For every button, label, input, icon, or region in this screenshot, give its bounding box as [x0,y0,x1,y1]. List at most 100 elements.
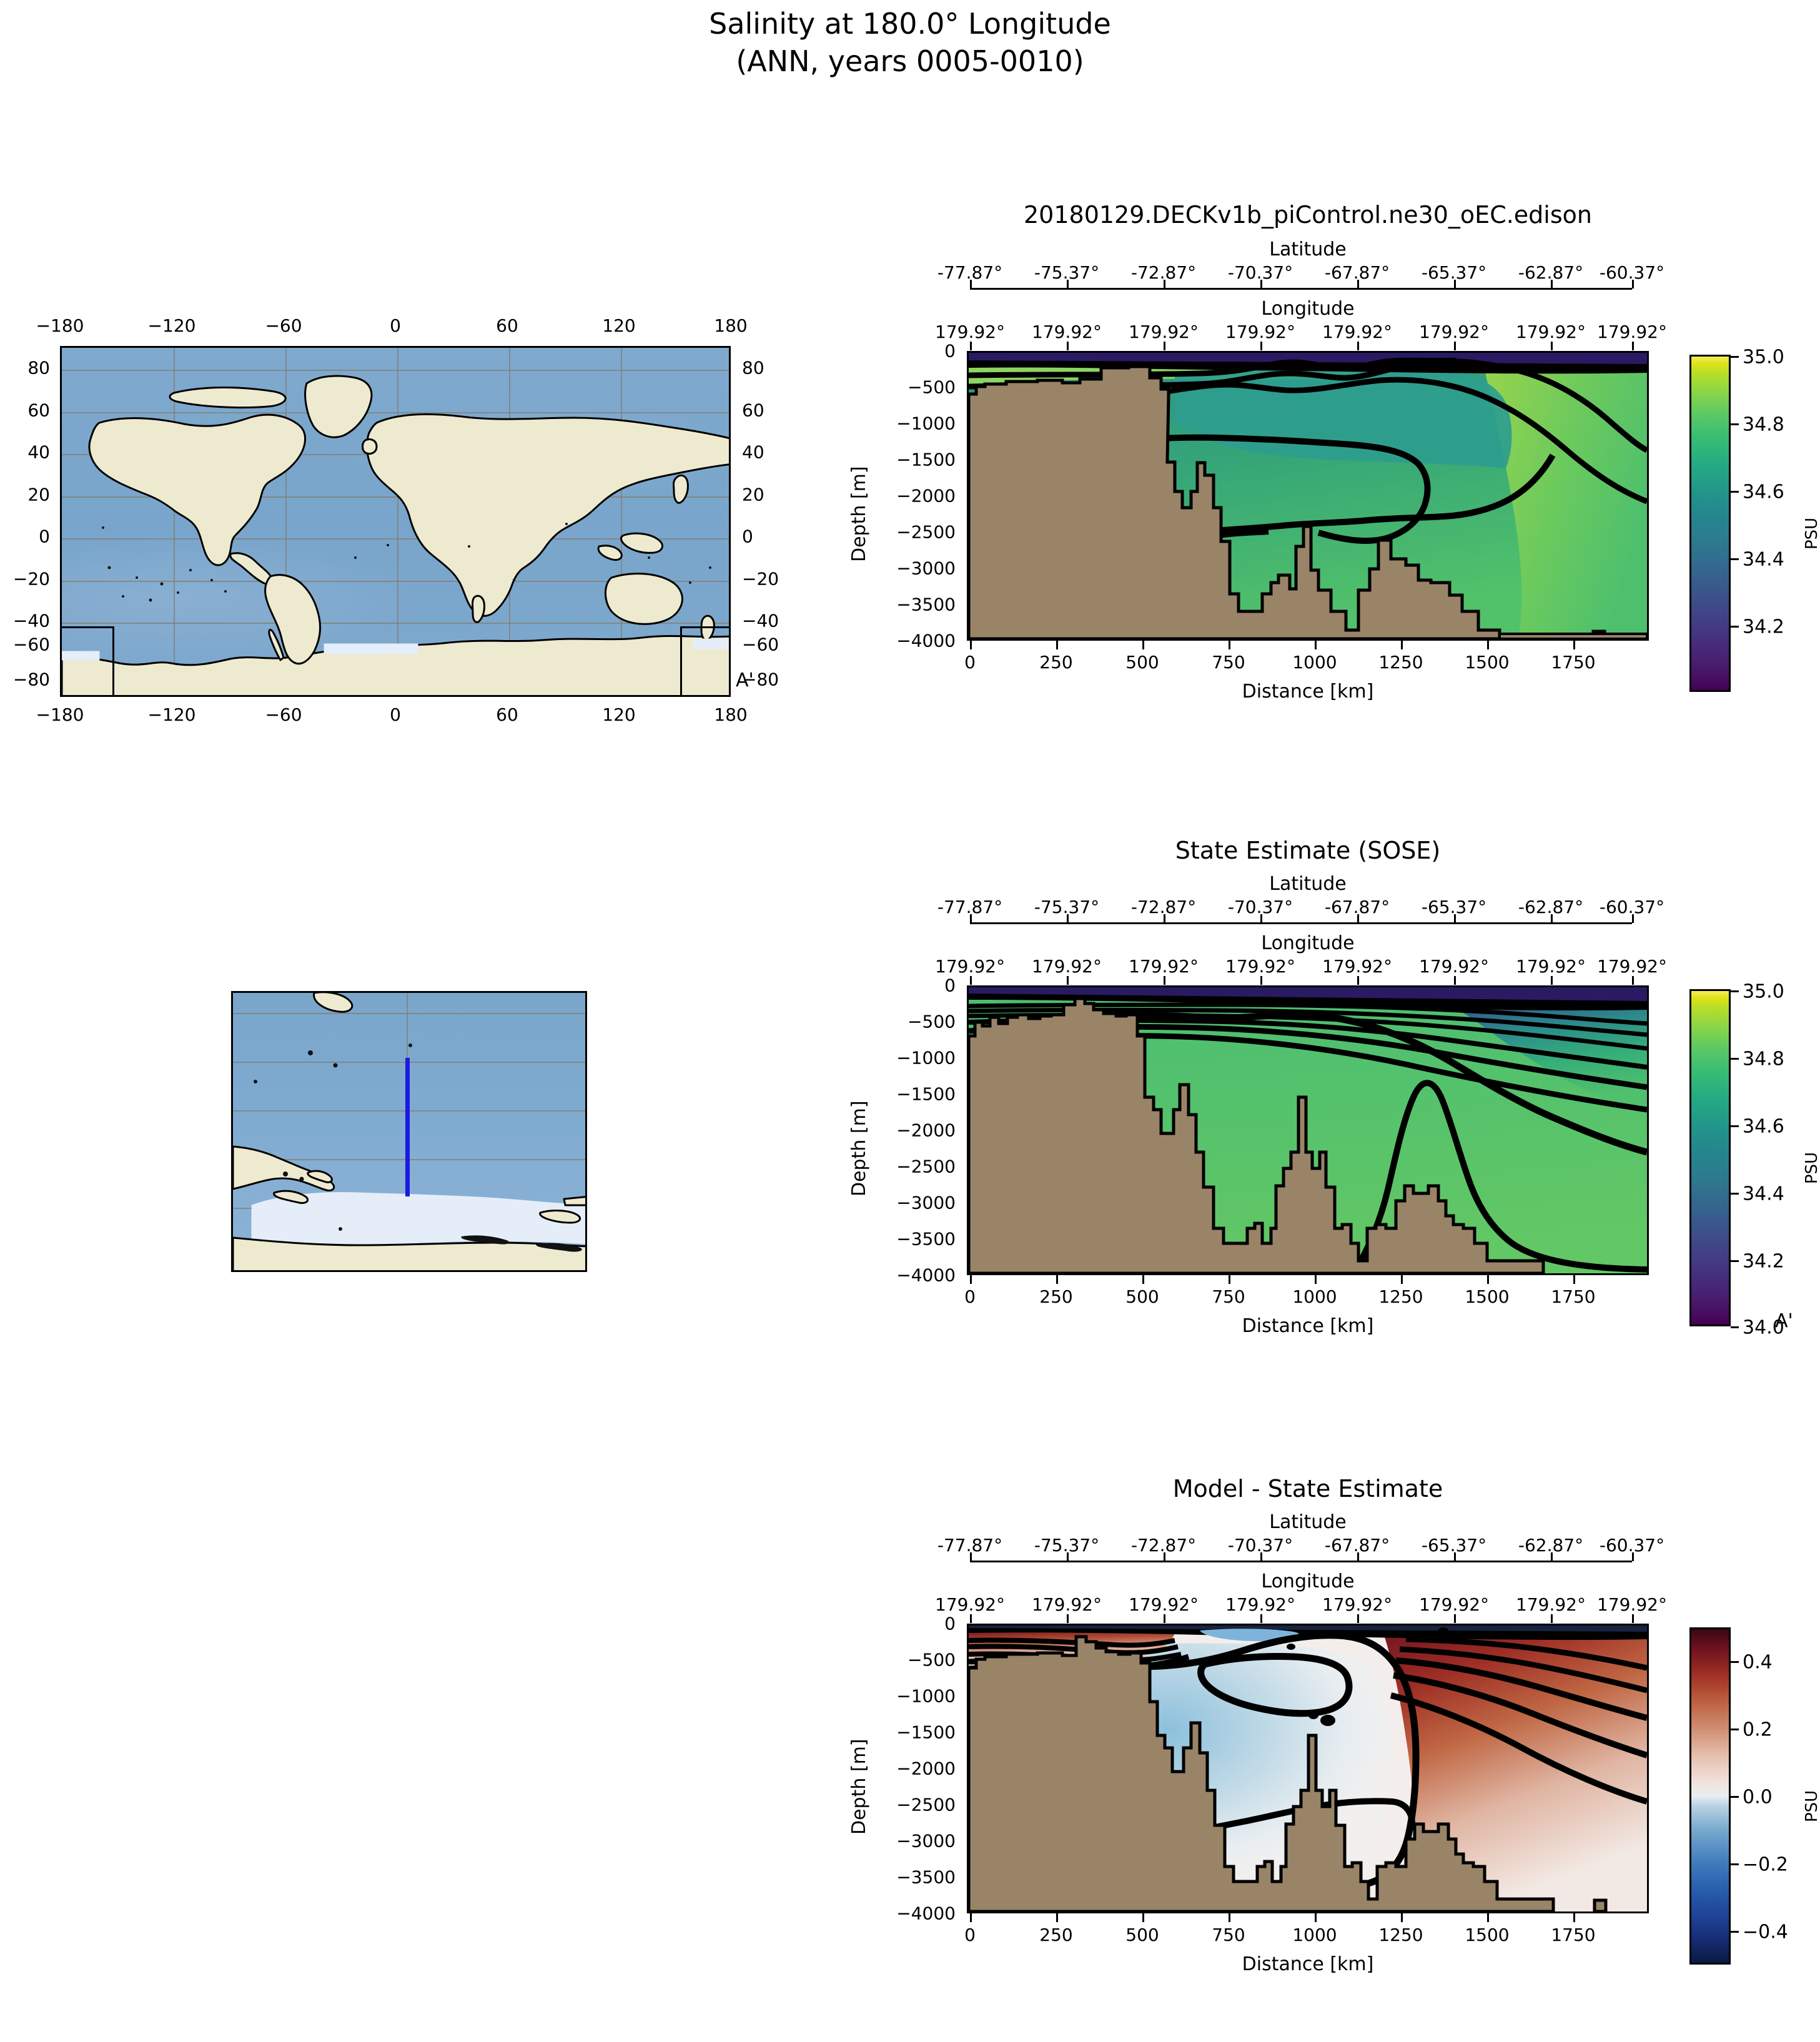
panel-sose-ytick-6: −3000 [896,1192,956,1213]
panel-model-lat-tickmark-7 [1632,280,1634,289]
panel-diff-cbtick-1 [1731,1729,1739,1730]
panel-diff-plot[interactable] [967,1624,1649,1913]
panel-diff-lat-tickmark-6 [1551,1552,1553,1561]
panel-model-xlabel: Distance [km] [1242,681,1374,703]
worldmap-xtick-top-2: −60 [265,315,302,336]
panel-model-lon-tick-0: 179.92° [935,322,1005,342]
panel-model-lat-tick-6: -62.87° [1518,262,1584,283]
panel-model-cbtick-3 [1731,558,1739,560]
panel-model-plot[interactable] [967,351,1649,641]
panel-model-ylabel: Depth [m] [848,466,870,562]
panel-sose-xtick-7: 1750 [1551,1286,1596,1307]
panel-model-ytick-2: −1000 [896,413,956,434]
panel-model-lon-tickmark-5 [1454,342,1456,350]
panel-diff-cblabel-4: −0.4 [1743,1921,1788,1943]
panel-model-lat-tickmark-3 [1260,280,1262,289]
panel-model-lat-tickmark-5 [1454,280,1456,289]
panel-diff-cblabel-2: 0.0 [1743,1786,1773,1808]
panel-diff-lon-tick-4: 179.92° [1322,1594,1392,1615]
panel-diff-xtick-3: 750 [1212,1925,1245,1945]
panel-model-lat-tick-7: -60.37° [1599,262,1665,283]
figure-title-line1: Salinity at 180.0° Longitude [709,7,1111,41]
panel-diff-lon-tick-7: 179.92° [1597,1594,1667,1615]
panel-model-colorbar[interactable] [1689,355,1731,692]
panel-diff-cbtick-0 [1731,1661,1739,1663]
panel-sose-lat-tick-4: -67.87° [1324,897,1390,917]
panel-diff-lon-tick-1: 179.92° [1032,1594,1102,1615]
worldmap-xtick-bottom-0: −180 [36,704,84,725]
panel-diff-xtickmark-1 [1056,1913,1058,1922]
panel-model-xtickmark-0 [970,641,972,649]
panel-diff-lon-tick-6: 179.92° [1516,1594,1586,1615]
world-map[interactable] [60,346,731,697]
panel-model-lat-tick-4: -67.87° [1324,262,1390,283]
panel-diff-lon-tickmark-0 [970,1614,972,1623]
panel-diff-lat-tickmark-7 [1632,1552,1634,1561]
panel-sose-lat-tickmark-4 [1357,914,1359,923]
panel-sose-ytick-1: −500 [908,1011,956,1032]
panel-model-lon-tickmark-1 [1067,342,1069,350]
panel-sose-cblabel-5: 34.0 [1743,1316,1784,1339]
regional-zoom-map[interactable] [231,991,587,1272]
panel-model-lon-tick-6: 179.92° [1516,322,1586,342]
panel-diff-lat-tick-1: -75.37° [1034,1535,1100,1556]
panel-model-cbtick-2 [1731,491,1739,493]
panel-model-lon-tick-5: 179.92° [1419,322,1489,342]
panel-diff-lat-tick-2: -72.87° [1130,1535,1197,1556]
panel-model-colorbar-unit: PSU [1803,517,1820,550]
graticule-lon-120 [621,348,622,695]
panel-diff-lon-tickmark-6 [1551,1614,1553,1623]
worldmap-xtick-top-6: 180 [714,315,748,336]
worldmap-xtick-top-4: 60 [496,315,518,336]
panel-sose-xtick-6: 1500 [1465,1286,1510,1307]
panel-diff-xtickmark-2 [1142,1913,1144,1922]
panel-sose-lon-tick-3: 179.92° [1225,956,1295,977]
panel-sose-ytick-3: −1500 [896,1083,956,1105]
panel-model-xtickmark-3 [1229,641,1230,649]
panel-sose-xtick-0: 0 [964,1286,976,1307]
panel-diff-lon-tick-0: 179.92° [935,1594,1005,1615]
panel-model-lat-tickmark-0 [970,280,972,289]
panel-diff-lat-tick-0: -77.87° [937,1535,1003,1556]
panel-diff-xtick-2: 500 [1125,1925,1159,1945]
panel-diff-xtick-6: 1500 [1465,1925,1510,1945]
panel-sose-xtickmark-1 [1056,1275,1058,1284]
panel-model-lat-tick-1: -75.37° [1034,262,1100,283]
transect-line-inset[interactable] [405,1058,410,1196]
panel-model-lon-tickmark-0 [970,342,972,350]
panel-sose-cblabel-2: 34.6 [1743,1115,1784,1138]
panel-model-title: 20180129.DECKv1b_piControl.ne30_oEC.edis… [1024,201,1592,229]
panel-model-cblabel-1: 34.8 [1743,413,1784,436]
graticule-lat-20 [62,496,729,498]
panel-sose-lat-tickmark-2 [1164,914,1165,923]
panel-sose-plot[interactable] [967,985,1649,1275]
panel-sose-cbtick-3 [1731,1193,1739,1195]
worldmap-ytick-left-3: 20 [27,484,50,505]
panel-diff-lat-tickmark-3 [1260,1552,1262,1561]
panel-sose-ytick-5: −2500 [896,1156,956,1177]
worldmap-ytick-right-0: 80 [742,357,764,378]
panel-model-xtickmark-7 [1573,641,1575,649]
panel-sose-lon-tick-4: 179.92° [1322,956,1392,977]
worldmap-ytick-left-4: 0 [39,526,50,547]
panel-model-ytick-8: −4000 [896,630,956,651]
figure-title-line2: (ANN, years 0005-0010) [736,44,1084,78]
panel-diff-lat-tick-3: -70.37° [1227,1535,1293,1556]
panel-diff-lat-tickmark-2 [1164,1552,1165,1561]
panel-sose-cblabel-1: 34.8 [1743,1048,1784,1070]
panel-model-lon-tickmark-6 [1551,342,1553,350]
panel-model-xtick-3: 750 [1212,652,1245,673]
transect-line-global[interactable] [729,538,731,667]
panel-model-lon-tick-3: 179.92° [1225,322,1295,342]
panel-sose-colorbar[interactable] [1689,989,1731,1326]
worldmap-xtick-top-3: 0 [390,315,401,336]
panel-sose-lat-tick-7: -60.37° [1599,897,1665,917]
panel-sose-cblabel-4: 34.2 [1743,1250,1784,1273]
graticule-lat-60 [62,412,729,413]
panel-sose-lat-tick-0: -77.87° [937,897,1003,917]
panel-sose-xtickmark-2 [1142,1275,1144,1284]
panel-diff-xtick-7: 1750 [1551,1925,1596,1945]
panel-sose-xtickmark-3 [1229,1275,1230,1284]
worldmap-ytick-right-8: −80 [742,669,779,690]
panel-diff-colorbar[interactable] [1689,1627,1731,1965]
